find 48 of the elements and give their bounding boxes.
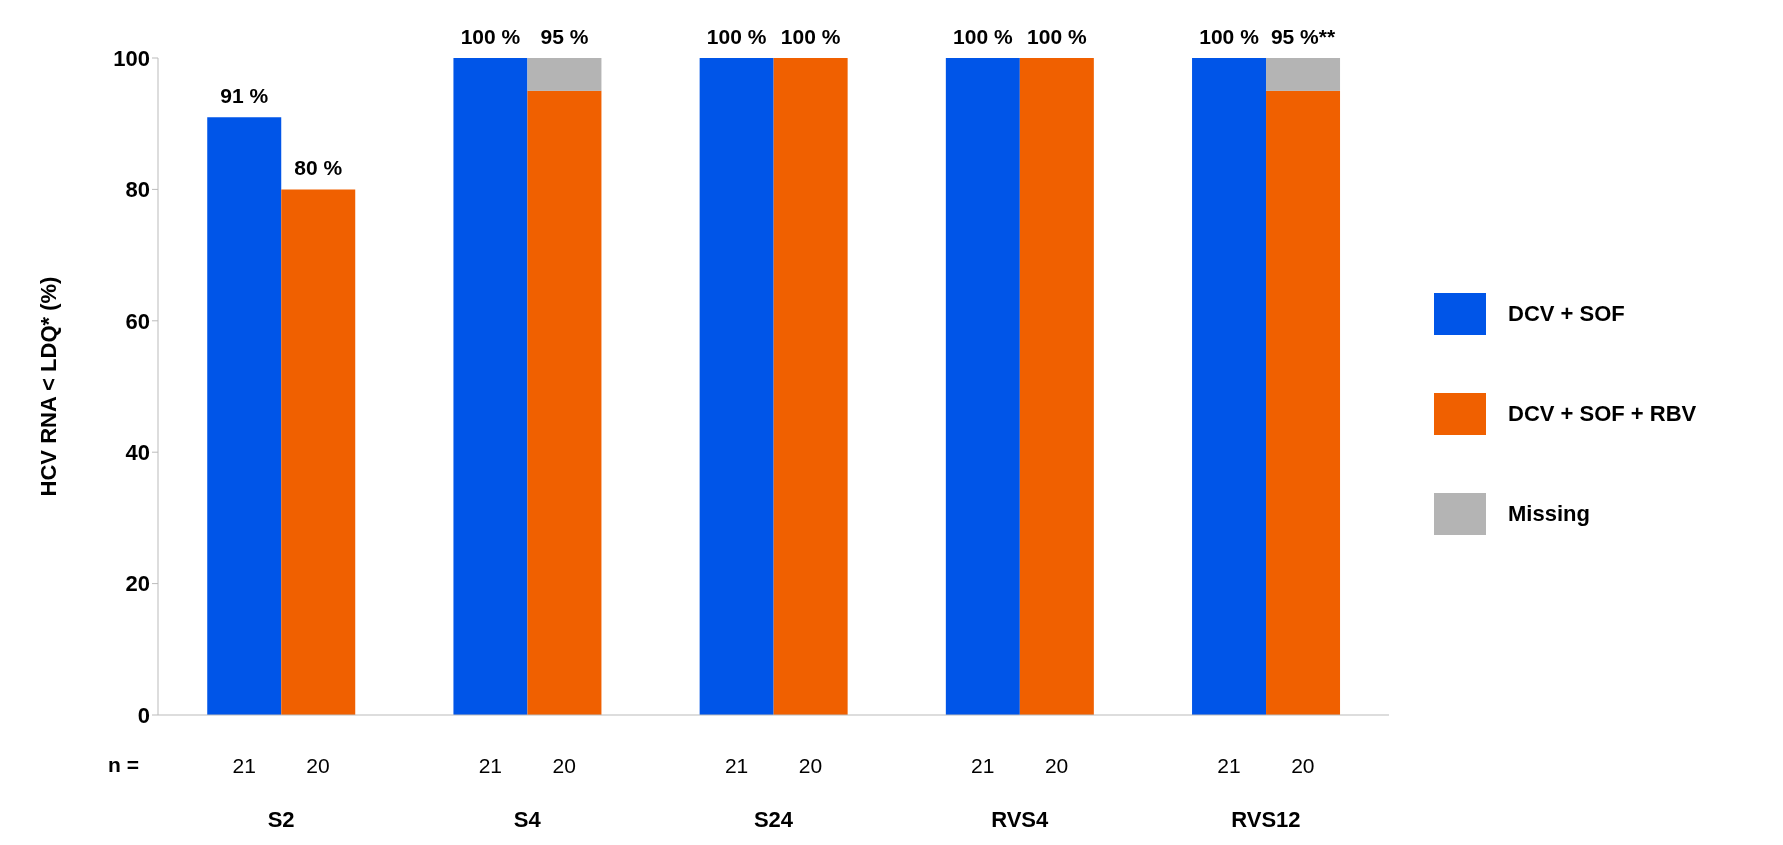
text: 21: [971, 754, 995, 777]
legend-label: Missing: [1508, 501, 1590, 527]
data-label: 91 %: [220, 84, 269, 108]
x-tick-label: S2: [267, 807, 295, 832]
y-tick-label: 100: [113, 45, 150, 71]
bar: [527, 58, 602, 91]
bar: [1192, 58, 1267, 715]
data-label: 95 %**: [1270, 25, 1336, 48]
text: n =: [108, 753, 139, 777]
legend-label: DCV + SOF + RBV: [1508, 401, 1697, 427]
bar: [281, 189, 356, 715]
y-tick-label: 40: [125, 440, 150, 466]
bar: [453, 58, 528, 715]
text: 20: [1044, 754, 1069, 777]
bar: [1019, 58, 1094, 715]
text: 21: [1217, 754, 1241, 777]
data-label: 95 %: [540, 25, 589, 48]
text: 20: [552, 754, 576, 777]
x-tick-label: S4: [513, 807, 542, 832]
data-label: 100 %: [1027, 25, 1087, 48]
bar: [207, 117, 282, 715]
text: 20: [1291, 754, 1315, 777]
y-tick-label: 60: [125, 308, 150, 334]
data-label: 100 %: [706, 25, 767, 48]
bar: [527, 90, 602, 715]
data-label: 100 %: [460, 25, 521, 48]
x-tick-label: RVS12: [1231, 807, 1301, 832]
y-tick-label: 0: [137, 702, 150, 728]
legend-label: DCV + SOF: [1508, 301, 1625, 327]
text: 21: [724, 754, 749, 777]
data-label: 100 %: [953, 25, 1013, 48]
data-label: 80 %: [294, 156, 343, 180]
bar: [945, 58, 1020, 715]
bar: [699, 58, 774, 715]
x-tick-label: S24: [753, 807, 794, 832]
text: 20: [798, 754, 823, 777]
bar: [1266, 58, 1341, 91]
data-label: 100 %: [780, 25, 841, 48]
bar: [1266, 90, 1341, 715]
text: 21: [478, 754, 503, 777]
text: 21: [232, 754, 256, 777]
bar: [773, 58, 848, 715]
data-label: 100 %: [1199, 25, 1260, 48]
text: 20: [306, 754, 330, 777]
x-tick-label: RVS4: [991, 807, 1049, 832]
y-tick-label: 80: [125, 177, 150, 203]
y-axis-title: HCV RNA < LDQ* (%): [35, 276, 61, 497]
y-tick-label: 20: [125, 571, 150, 597]
